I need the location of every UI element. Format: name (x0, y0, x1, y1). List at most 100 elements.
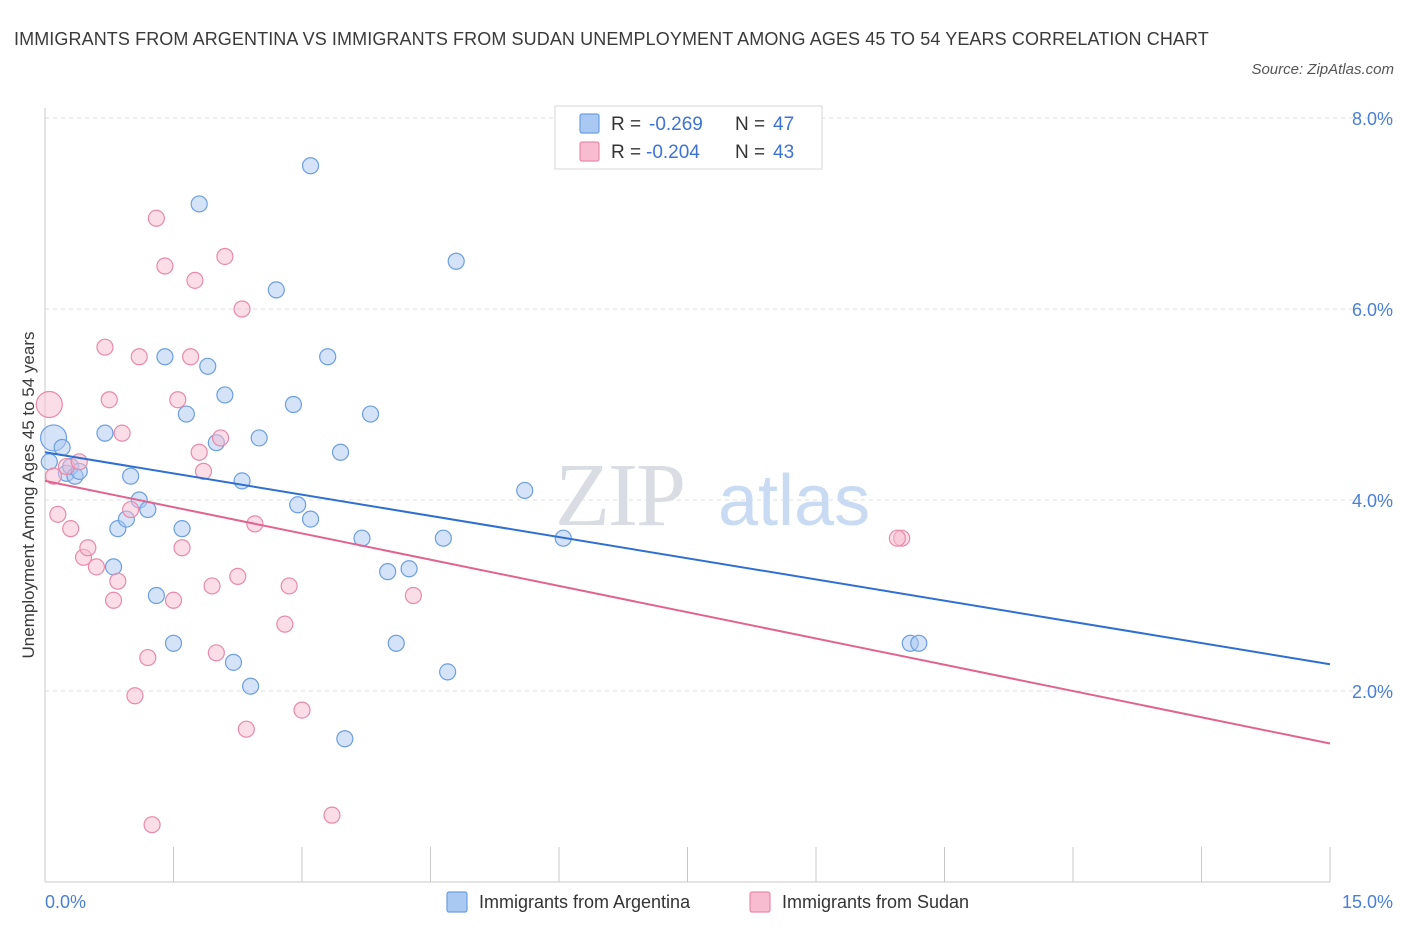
sudan-point-42 (888, 529, 906, 547)
sudan-point-23 (173, 539, 191, 557)
sudan-point-9 (96, 338, 114, 356)
watermark-atlas: atlas (718, 461, 870, 541)
sudan-point-11 (104, 591, 123, 609)
argentina-point-2 (53, 438, 71, 457)
argentina-point-20 (199, 357, 217, 375)
argentina-point-7 (96, 424, 114, 442)
sudan-point-31 (216, 247, 234, 266)
sudan-point-17 (139, 648, 157, 667)
argentina-point-29 (289, 496, 307, 514)
argentina-point-39 (400, 560, 418, 578)
argentina-point-42 (447, 252, 465, 270)
sudan-point-30 (212, 429, 230, 447)
legend-r-value-sudan: -0.204 (646, 142, 700, 163)
argentina-point-0 (40, 453, 58, 471)
argentina-point-11 (104, 558, 123, 576)
sudan-point-14 (122, 500, 140, 519)
grid-lines (45, 117, 1395, 692)
sudan-point-29 (207, 644, 225, 662)
argentina-point-25 (242, 677, 260, 695)
argentina-point-23 (224, 653, 243, 671)
watermark-zip: ZIP (555, 446, 684, 545)
sudan-point-20 (156, 257, 174, 275)
y-tick-label-0: 2.0% (1352, 682, 1393, 702)
argentina-point-14 (147, 586, 165, 605)
sudan-point-7 (79, 539, 97, 557)
sudan-point-37 (280, 577, 298, 595)
argentina-point-26 (250, 429, 268, 447)
sudan-point-15 (126, 687, 144, 705)
sudan-trend-line (44, 479, 1331, 745)
sudan-point-1 (44, 467, 63, 485)
sudan-point-22 (169, 391, 187, 409)
argentina-point-22 (216, 386, 234, 404)
sudan-point-4 (62, 520, 80, 538)
sudan-point-38 (293, 701, 311, 719)
sudan-point-39 (323, 806, 341, 824)
argentina-point-31 (301, 157, 320, 175)
sudan-point-32 (229, 567, 247, 586)
sudan-point-18 (143, 816, 161, 834)
sudan-point-36 (276, 615, 294, 633)
sudan-point-2 (49, 505, 67, 523)
sudan-point-16 (130, 348, 148, 366)
legend-r-label-argentina: R = (611, 114, 641, 135)
bottom-legend-label-sudan: Immigrants from Sudan (782, 892, 969, 912)
sudan-point-0 (35, 390, 63, 419)
top-legend: R = -0.269 N = 47 R = -0.204 N = 43 (554, 105, 823, 170)
argentina-point-38 (387, 634, 405, 652)
sudan-point-40 (404, 586, 422, 605)
bottom-legend-swatch-sudan (749, 891, 771, 913)
source-label: Source: ZipAtlas.com (1251, 61, 1394, 78)
argentina-point-32 (319, 348, 337, 366)
legend-n-label-sudan: N = (735, 142, 765, 163)
legend-r-value-argentina: -0.269 (649, 114, 703, 135)
sudan-point-12 (109, 572, 127, 590)
sudan-point-33 (233, 300, 251, 318)
argentina-point-41 (439, 663, 457, 681)
argentina-point-18 (177, 405, 195, 423)
x-tick-label-1: 15.0% (1342, 892, 1393, 912)
argentina-point-15 (156, 348, 174, 366)
legend-n-value-sudan: 43 (773, 142, 794, 163)
legend-swatch-sudan (579, 141, 600, 162)
sudan-point-25 (186, 271, 204, 289)
sudan-point-24 (182, 348, 200, 366)
sudan-point-8 (87, 558, 106, 576)
sudan-point-34 (237, 720, 255, 738)
data-points (35, 157, 928, 834)
argentina-point-43 (516, 481, 534, 500)
argentina-point-19 (190, 195, 208, 213)
y-axis-label: Unemployment Among Ages 45 to 54 years (19, 332, 38, 659)
argentina-point-28 (284, 395, 303, 414)
trend-lines (44, 451, 1331, 745)
argentina-point-37 (379, 563, 397, 581)
argentina-point-40 (434, 529, 452, 547)
argentina-point-33 (331, 443, 350, 461)
x-tick-label-0: 0.0% (45, 892, 86, 912)
argentina-trend-line (44, 451, 1331, 666)
argentina-point-27 (267, 281, 285, 299)
y-tick-label-1: 4.0% (1352, 491, 1393, 511)
legend-swatch-argentina (579, 113, 600, 134)
argentina-point-17 (173, 520, 191, 538)
y-tick-label-2: 6.0% (1352, 300, 1393, 320)
argentina-point-10 (122, 467, 140, 485)
argentina-point-46 (910, 634, 928, 652)
bottom-legend: Immigrants from Argentina Immigrants fro… (446, 891, 969, 913)
legend-r-label-sudan: R = (611, 142, 641, 163)
argentina-point-16 (164, 634, 183, 652)
legend-n-label-argentina: N = (735, 114, 765, 135)
sudan-point-19 (147, 209, 165, 227)
bottom-legend-swatch-argentina (446, 891, 468, 913)
sudan-point-28 (203, 577, 221, 595)
y-tick-label-3: 8.0% (1352, 109, 1393, 129)
argentina-point-36 (361, 405, 380, 423)
sudan-point-10 (100, 391, 118, 409)
legend-n-value-argentina: 47 (773, 114, 794, 135)
tick-labels: 2.0% 4.0% 6.0% 8.0% 0.0% 15.0% (45, 109, 1393, 912)
sudan-point-21 (164, 591, 183, 609)
argentina-point-30 (301, 510, 320, 528)
axes (44, 108, 1331, 883)
